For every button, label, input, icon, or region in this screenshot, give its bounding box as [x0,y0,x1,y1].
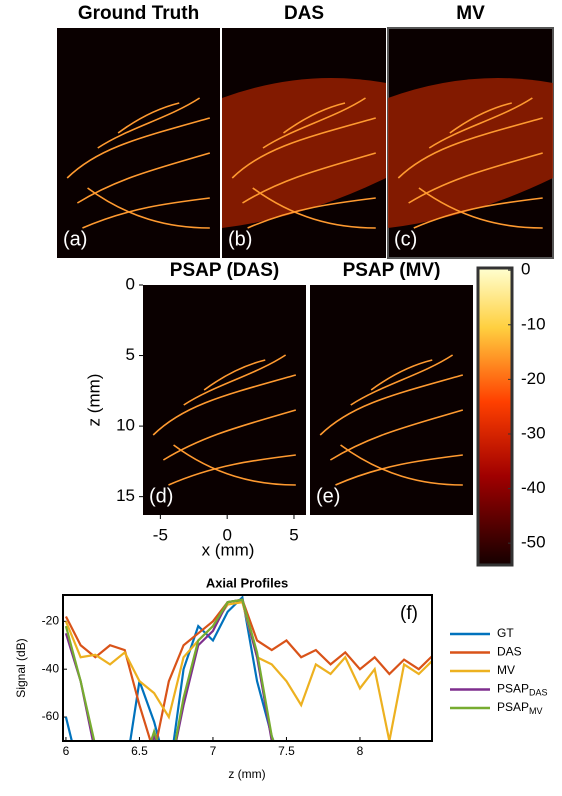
legend-name: PSAP [497,700,529,714]
colorbar [476,266,514,567]
x-tick-label: 7 [210,744,217,758]
colorbar-label: -50 [521,533,546,552]
series-line [64,598,275,741]
x-axis-label: z (mm) [228,767,265,781]
legend-label: DAS [497,645,522,659]
legend-subscript: MV [529,706,543,716]
x-tick-label: 6.5 [131,744,148,758]
image-panel [57,28,220,258]
panel-label: (c) [394,228,417,250]
panel-label: (e) [316,485,340,507]
colorbar-label: -30 [521,423,546,442]
panel-title: Ground Truth [78,3,199,24]
y-tick-label: -40 [42,661,60,675]
panel-title: PSAP (MV) [343,260,441,281]
panel-label: (d) [149,485,173,507]
legend-name: DAS [497,645,522,659]
colorbar-label: 0 [521,260,530,279]
x-tick-label: 8 [357,744,364,758]
series-group [64,595,432,741]
x-axis-label: x (mm) [202,540,255,559]
x-tick-label: 6 [63,744,70,758]
panel-title: PSAP (DAS) [170,260,279,281]
image-panel [310,285,473,515]
panel-label: (a) [63,228,87,250]
legend-subscript: DAS [529,688,548,698]
y-axis-label: z (mm) [84,374,103,427]
chart-title: Axial Profiles [206,575,288,590]
colorbar-label: -40 [521,478,546,497]
annotation: (f) [400,603,418,624]
y-tick-label: -20 [42,613,60,627]
colorbar-label: -20 [521,369,546,388]
plot-frame [62,594,433,742]
x-tick-label: 7.5 [278,744,295,758]
y-tick-label: -60 [42,709,60,723]
panel-title: DAS [284,3,324,24]
x-tick-label: -5 [153,525,168,544]
haze [388,78,553,228]
legend-name: PSAP [497,682,529,696]
x-tick-label: 5 [289,525,298,544]
x-tick-label: 0 [222,525,231,544]
y-tick-label: 0 [126,274,135,293]
y-tick-label: 10 [116,416,135,435]
legend-name: GT [497,626,514,640]
haze [222,78,386,228]
legend-label: PSAPDAS [497,682,548,698]
panel-label: (b) [228,228,252,250]
colorbar-label: -10 [521,314,546,333]
image-panel [143,285,306,515]
panel-title: MV [456,3,485,24]
y-tick-label: 5 [126,345,135,364]
y-axis-label: Signal (dB) [14,638,28,697]
y-tick-label: 15 [116,486,135,505]
legend-label: PSAPMV [497,700,543,716]
series-line [64,595,275,741]
legend-name: MV [497,663,515,677]
legend-label: GT [497,626,514,640]
legend-label: MV [497,663,515,677]
